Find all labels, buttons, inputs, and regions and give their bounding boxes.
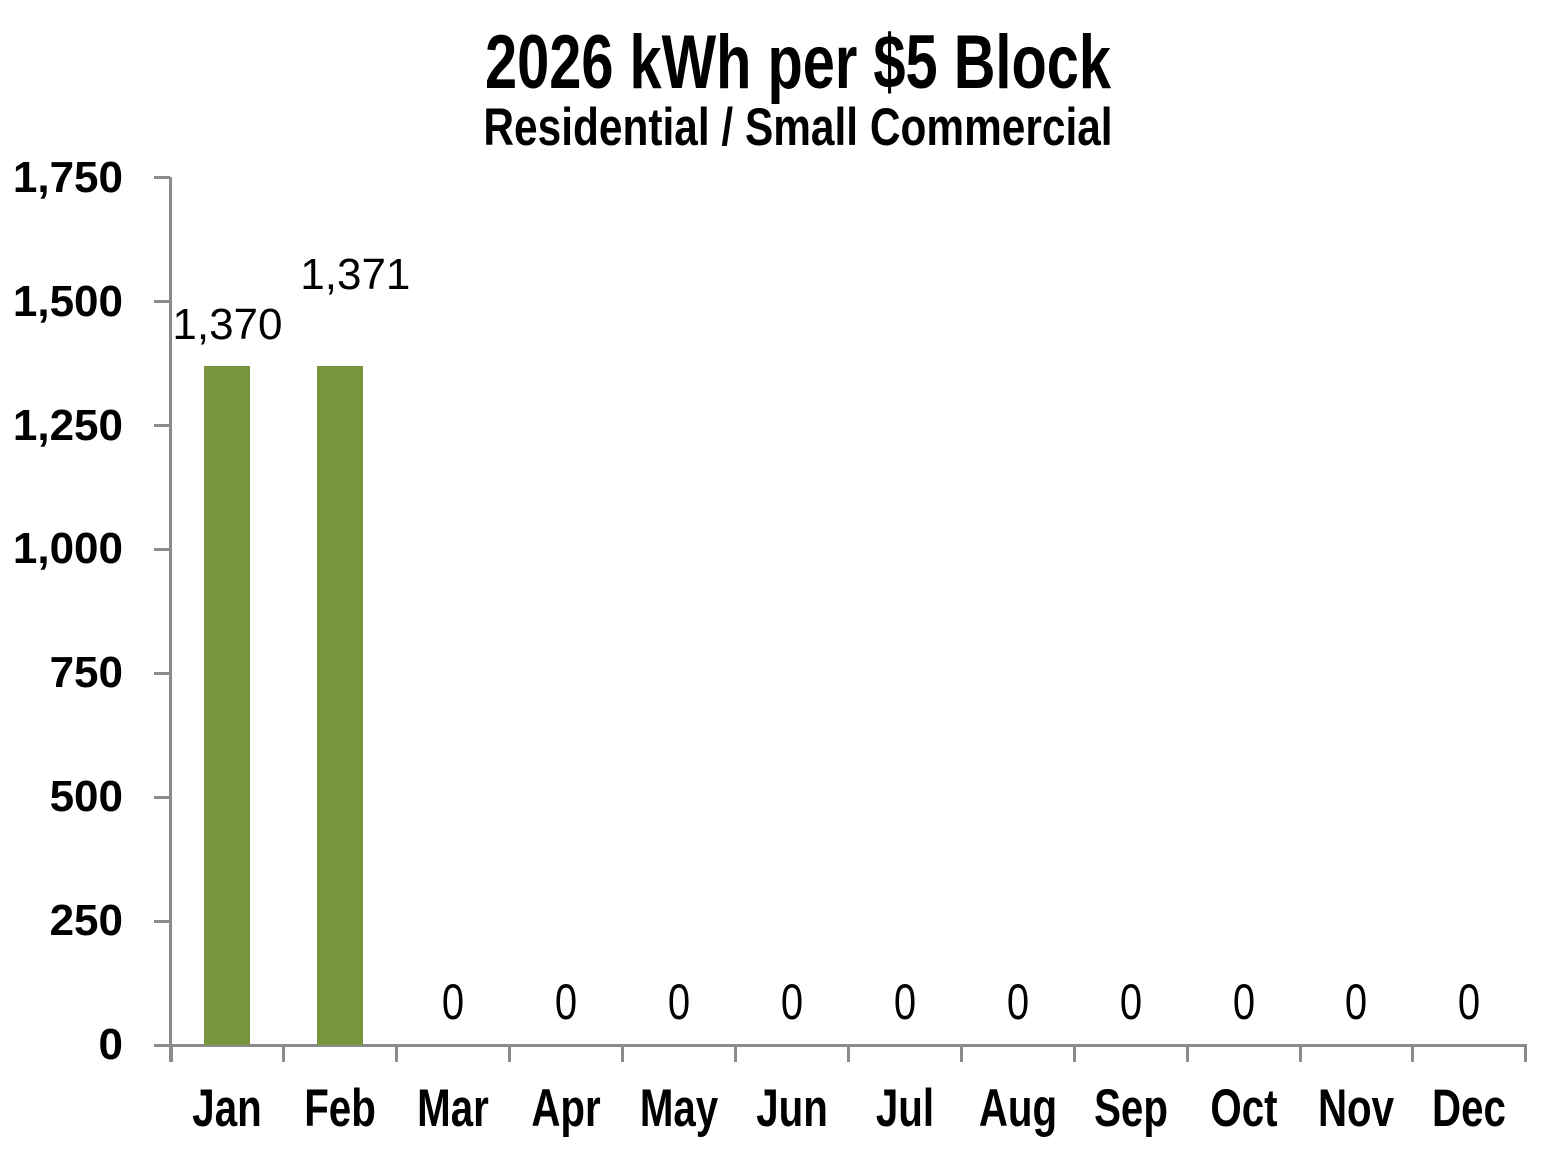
y-tick-label-750: 750 [49, 648, 123, 698]
x-tick-label-jan: Jan [192, 1079, 263, 1138]
y-tick-label-1,250: 1,250 [12, 400, 123, 450]
x-axis-tick-4 [621, 1045, 625, 1062]
y-axis-tick-1,250 [154, 424, 170, 427]
data-label-feb: 1,371 [300, 249, 411, 299]
y-tick-label-0: 0 [98, 1020, 123, 1069]
bar-feb [317, 365, 364, 1045]
y-axis-tick-250 [154, 919, 170, 923]
y-tick-label-1,000: 1,000 [12, 524, 123, 574]
x-tick-label-may: May [639, 1079, 719, 1138]
y-tick-label-1,500: 1,500 [12, 276, 123, 326]
x-tick-label-apr: Apr [531, 1079, 601, 1138]
y-axis-tick-1,500 [154, 300, 170, 304]
y-tick-label-500: 500 [49, 772, 123, 822]
x-axis-line [154, 1044, 1527, 1047]
y-axis-line [168, 177, 172, 1062]
data-label-sep: 0 [1119, 974, 1142, 1030]
data-label-may: 0 [667, 974, 691, 1030]
y-axis-tick-0 [154, 1043, 170, 1047]
x-axis-tick-0 [169, 1045, 173, 1062]
x-axis-tick-5 [734, 1045, 737, 1062]
bar-jan [204, 366, 251, 1045]
x-tick-label-feb: Feb [304, 1079, 377, 1138]
x-axis-tick-3 [508, 1045, 512, 1062]
data-label-jul: 0 [893, 974, 916, 1030]
x-tick-label-jul: Jul [875, 1079, 934, 1138]
x-axis-tick-8 [1072, 1045, 1076, 1062]
data-label-mar: 0 [442, 974, 465, 1030]
data-label-jun: 0 [780, 974, 804, 1030]
x-tick-label-dec: Dec [1432, 1079, 1507, 1138]
x-axis-tick-9 [1185, 1045, 1189, 1062]
x-tick-label-oct: Oct [1209, 1079, 1278, 1138]
chart-subtitle: Residential / Small Commercial [483, 98, 1113, 157]
x-axis-tick-10 [1298, 1045, 1302, 1062]
chart-title: 2026 kWh per $5 Block [484, 20, 1112, 105]
x-tick-label-mar: Mar [417, 1079, 490, 1138]
y-axis-tick-1,750 [154, 176, 170, 180]
x-tick-label-jun: Jun [756, 1079, 828, 1138]
data-label-nov: 0 [1345, 974, 1368, 1030]
x-axis-tick-1 [282, 1045, 286, 1062]
x-tick-label-nov: Nov [1318, 1079, 1395, 1138]
y-tick-label-1,750: 1,750 [12, 152, 123, 202]
y-tick-label-250: 250 [49, 896, 123, 946]
x-axis-tick-11 [1411, 1045, 1415, 1062]
x-tick-label-sep: Sep [1093, 1079, 1168, 1138]
data-label-jan: 1,370 [172, 300, 283, 350]
x-axis-tick-7 [959, 1045, 963, 1062]
x-axis-tick-6 [846, 1045, 850, 1062]
x-axis-tick-12 [1524, 1045, 1528, 1062]
y-axis-tick-500 [154, 795, 170, 799]
x-axis-tick-2 [395, 1045, 399, 1062]
x-tick-label-aug: Aug [978, 1079, 1057, 1138]
data-label-apr: 0 [555, 974, 578, 1030]
data-label-oct: 0 [1232, 974, 1255, 1030]
data-label-dec: 0 [1458, 974, 1481, 1030]
y-axis-tick-750 [154, 671, 170, 675]
y-axis-tick-1,000 [154, 547, 170, 551]
data-label-aug: 0 [1006, 974, 1029, 1030]
